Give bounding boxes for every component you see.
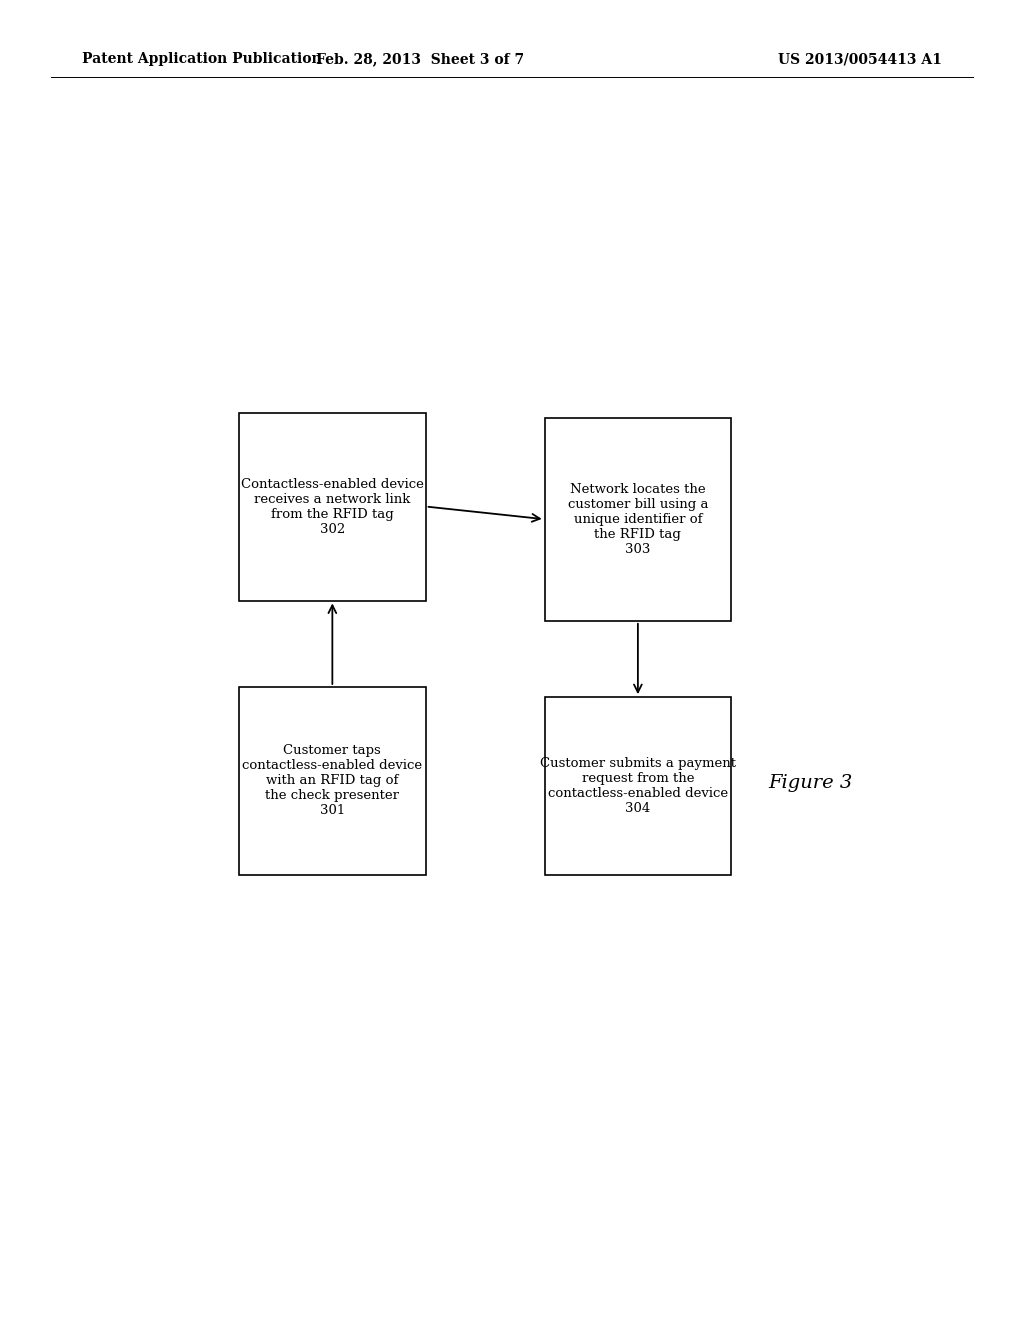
Bar — [545, 697, 731, 875]
Text: US 2013/0054413 A1: US 2013/0054413 A1 — [778, 53, 942, 66]
Bar — [240, 413, 426, 601]
Text: Contactless-enabled device
receives a network link
from the RFID tag
302: Contactless-enabled device receives a ne… — [241, 478, 424, 536]
Text: Feb. 28, 2013  Sheet 3 of 7: Feb. 28, 2013 Sheet 3 of 7 — [315, 53, 524, 66]
Bar — [240, 686, 426, 875]
Text: Figure 3: Figure 3 — [768, 775, 853, 792]
Text: Customer submits a payment
request from the
contactless-enabled device
304: Customer submits a payment request from … — [540, 758, 736, 814]
Text: Patent Application Publication: Patent Application Publication — [82, 53, 322, 66]
Text: Customer taps
contactless-enabled device
with an RFID tag of
the check presenter: Customer taps contactless-enabled device… — [243, 744, 423, 817]
Bar — [545, 417, 731, 620]
Text: Network locates the
customer bill using a
unique identifier of
the RFID tag
303: Network locates the customer bill using … — [567, 483, 709, 556]
